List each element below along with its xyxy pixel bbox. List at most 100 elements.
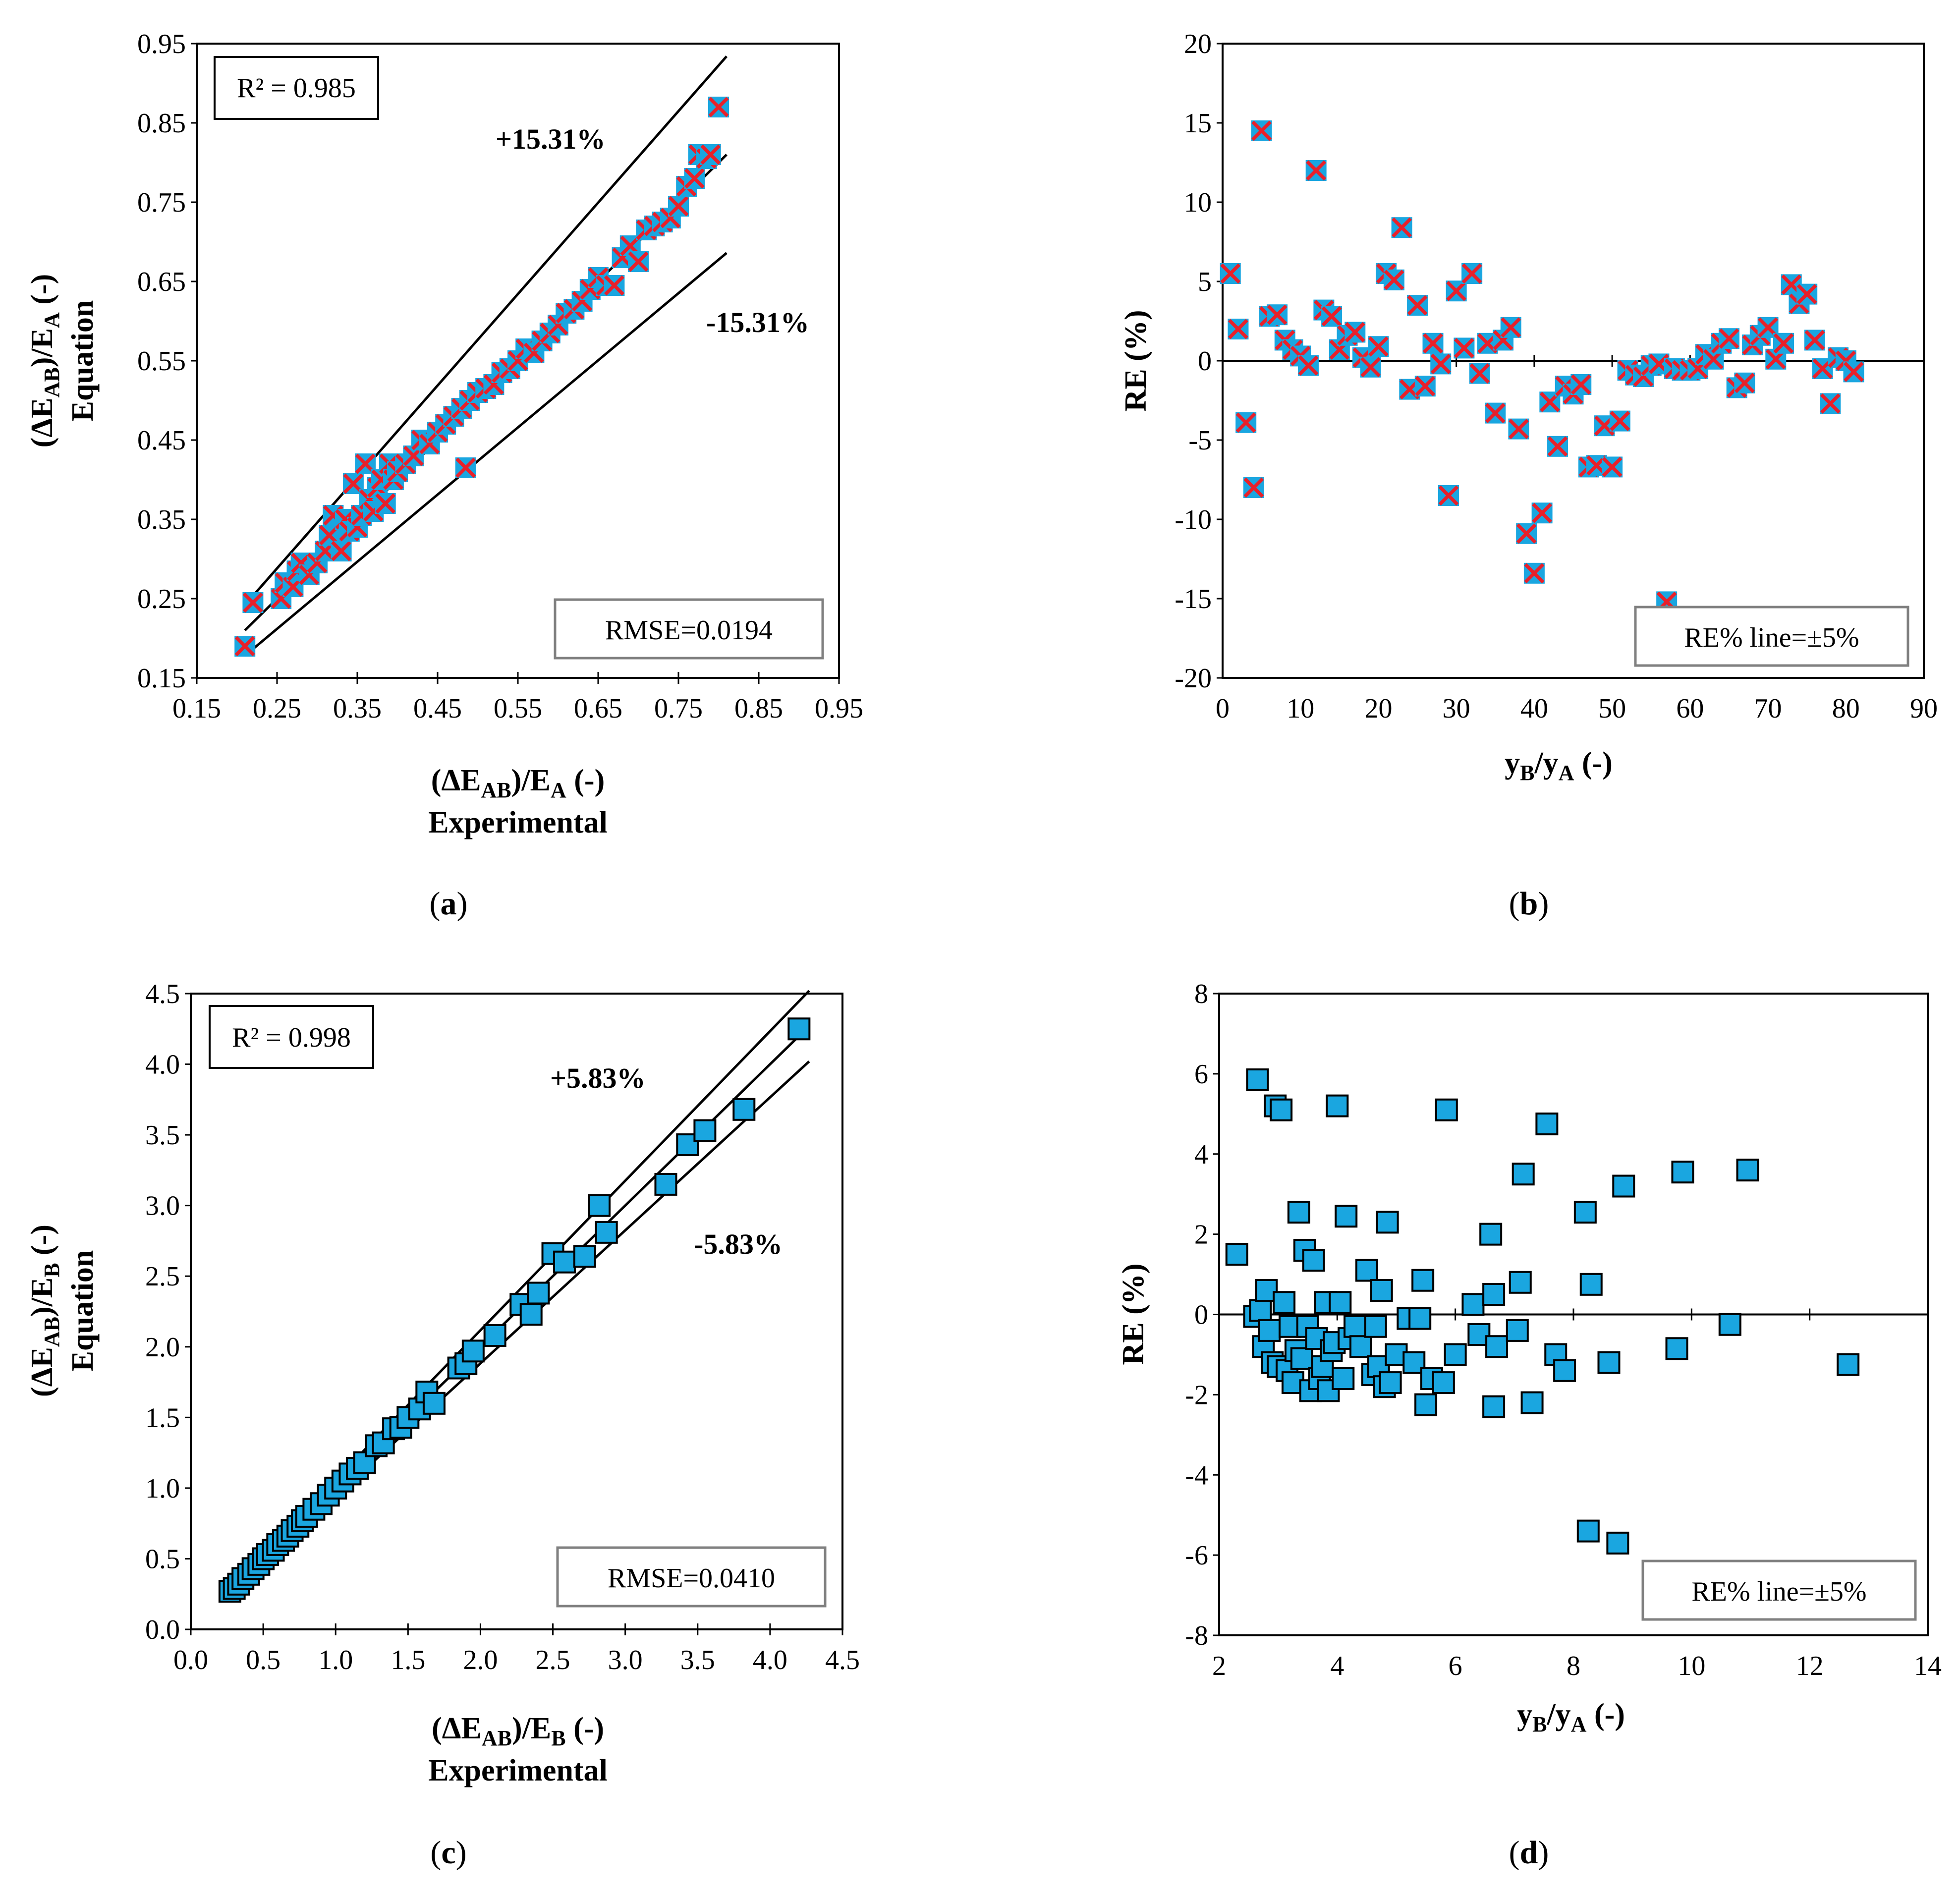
- y-tick-label: 0.85: [137, 108, 186, 139]
- x-tick-label: 40: [1520, 693, 1548, 724]
- data-point: [1249, 1299, 1272, 1322]
- data-point: [1246, 1068, 1269, 1092]
- x-tick-label: 0: [1216, 693, 1230, 724]
- x-axis-label-d: yB/yA (-): [1517, 1698, 1625, 1736]
- data-point: [461, 1339, 485, 1363]
- data-point: [1509, 419, 1528, 439]
- panel-c: 0.0 0.5 1.0 1.5 2.0 2.5 3.0 3.5 4.0 4.5 0.0 0.5 1.0 1…: [25, 979, 860, 1871]
- x-tick-label: 10: [1287, 693, 1314, 724]
- rmse-box-a: [554, 598, 824, 660]
- data-point: [1349, 1335, 1372, 1358]
- data-point: [1516, 524, 1536, 544]
- y-tick-label: 15: [1184, 108, 1212, 139]
- data-point: [669, 196, 688, 216]
- data-point: [1287, 1201, 1310, 1224]
- data-point: [1520, 1391, 1544, 1414]
- data-point: [1415, 376, 1435, 396]
- y-tick-label: 6: [1194, 1059, 1208, 1090]
- y-tick-label: 0.25: [137, 584, 186, 614]
- note-box-b: [1634, 606, 1909, 667]
- data-point: [1482, 1395, 1506, 1418]
- data-point: [1326, 1094, 1349, 1117]
- data-point: [1329, 1291, 1352, 1314]
- data-point: [1411, 1269, 1435, 1292]
- y-tick-label: 2.5: [145, 1261, 180, 1292]
- data-point: [588, 1194, 611, 1217]
- data-point: [1573, 1201, 1597, 1224]
- x-tick-label: 1.0: [318, 1645, 353, 1675]
- x-tick-label: 0.45: [413, 693, 462, 724]
- data-point: [1432, 1371, 1455, 1394]
- data-point: [628, 252, 648, 272]
- r2-box-a: [214, 56, 379, 120]
- x-axis-label2-a: Experimental: [428, 806, 608, 839]
- x-tick-label: 20: [1364, 693, 1392, 724]
- data-point: [1820, 393, 1840, 413]
- data-point: [1797, 284, 1817, 304]
- data-point: [1252, 121, 1272, 141]
- y-tick-label: 0.65: [137, 267, 186, 297]
- y-tick-label: -15: [1175, 584, 1212, 614]
- data-point: [1606, 1531, 1629, 1555]
- data-point: [1535, 1113, 1559, 1136]
- data-point: [1485, 1335, 1509, 1358]
- data-point: [1805, 330, 1825, 350]
- data-point: [1602, 457, 1622, 477]
- y-axis-label-b: RE (%): [1119, 310, 1153, 412]
- y-tick-label: -20: [1175, 663, 1212, 694]
- r2-label-c: R² = 0.998: [232, 1022, 351, 1053]
- data-point: [1532, 503, 1552, 523]
- data-point: [243, 593, 263, 613]
- x-tick-label: 0.5: [246, 1645, 280, 1675]
- data-point: [1461, 1293, 1485, 1316]
- data-point: [1322, 306, 1342, 326]
- y-tick-label: 0.45: [137, 425, 186, 456]
- data-point: [1364, 1315, 1387, 1338]
- x-tick-label: 4.0: [753, 1645, 787, 1675]
- y-tick-label: 10: [1184, 187, 1212, 218]
- y-tick-label: 0.35: [137, 504, 186, 535]
- x-tick-label: 4: [1330, 1651, 1344, 1681]
- data-point: [376, 494, 395, 513]
- data-point: [1273, 1291, 1296, 1314]
- x-tick-label: 4.5: [825, 1645, 860, 1675]
- data-point: [1302, 1249, 1325, 1272]
- data-point: [1298, 356, 1318, 376]
- data-point: [422, 1392, 446, 1415]
- data-point: [1479, 1223, 1503, 1246]
- note-label-d: RE% line=±5%: [1691, 1576, 1866, 1607]
- data-point: [1447, 281, 1466, 301]
- x-axis-label-b: yB/yA (-): [1505, 746, 1613, 785]
- data-point: [732, 1098, 756, 1121]
- data-point: [1355, 1259, 1378, 1282]
- data-point: [1244, 478, 1264, 498]
- data-point: [1571, 375, 1591, 394]
- data-point: [1597, 1351, 1621, 1374]
- y-tick-label: 4.0: [145, 1050, 180, 1080]
- data-point: [1482, 1283, 1506, 1306]
- data-point: [1236, 413, 1256, 433]
- minus-label-a: -15.31%: [706, 306, 809, 338]
- y-tick-label: 4: [1194, 1139, 1208, 1170]
- data-point: [1290, 1347, 1313, 1370]
- data-point: [519, 1303, 543, 1326]
- x-tick-label: 1.5: [391, 1645, 425, 1675]
- panel-label-a: (a): [430, 886, 468, 922]
- x-tick-label: 12: [1796, 1651, 1824, 1681]
- data-point: [1267, 305, 1287, 325]
- y-tick-label: 0.75: [137, 187, 186, 218]
- minus-label-c: -5.83%: [694, 1228, 783, 1260]
- data-point: [693, 1119, 717, 1142]
- y-tick-label: 8: [1194, 979, 1208, 1009]
- x-tick-label: 0.25: [253, 693, 301, 724]
- data-point: [701, 145, 721, 165]
- x-tick-label: 0.0: [173, 1645, 208, 1675]
- data-point: [1735, 373, 1754, 393]
- x-tick-label: 70: [1754, 693, 1782, 724]
- y-tick-label: 1.0: [145, 1473, 180, 1504]
- x-axis-label-c: (ΔEAB)/EB (-): [432, 1712, 604, 1750]
- r2-label-a: R² = 0.985: [237, 73, 356, 104]
- data-point: [1501, 318, 1521, 337]
- x-tick-label: 50: [1598, 693, 1626, 724]
